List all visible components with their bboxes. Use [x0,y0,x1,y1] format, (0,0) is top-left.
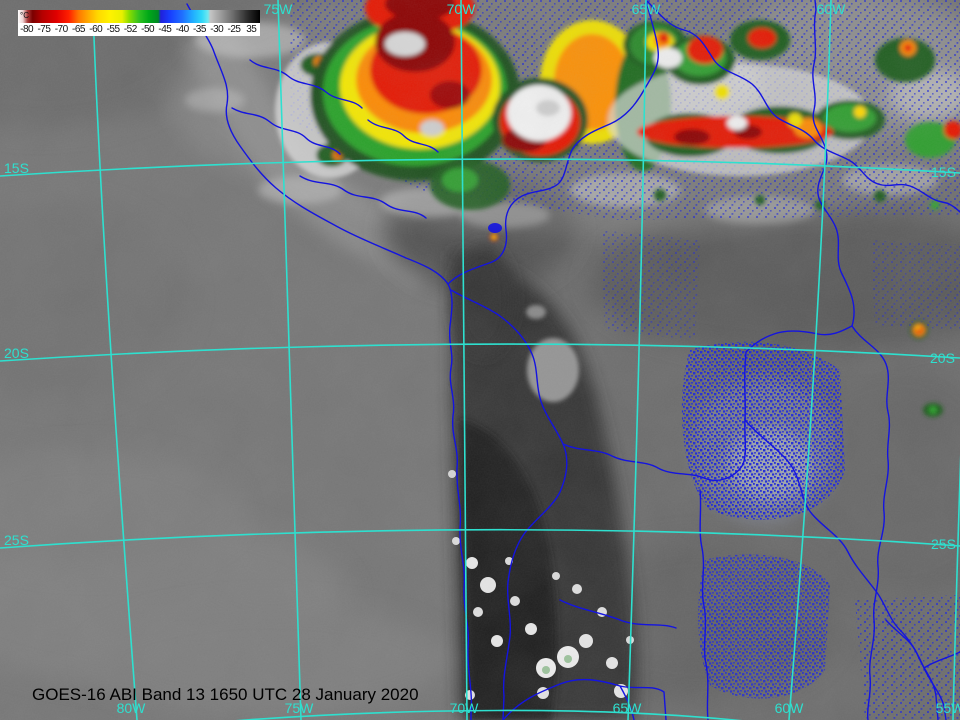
colorbar-tick: -80 [20,24,34,35]
colorbar-tick: -45 [158,24,172,35]
lon-label-bottom-60w: 60W [774,700,804,716]
image-caption: GOES-16 ABI Band 13 1650 UTC 28 January … [32,685,419,704]
colorbar-tick: -70 [54,24,68,35]
colorbar-tick: -52 [123,24,137,35]
colorbar-tick: -55 [106,24,120,35]
political-borders [186,0,960,720]
lat-label-left-20s: 20S [4,345,29,361]
lat-label-right-20s: 20S [930,350,955,366]
lon-label-bottom-65w: 65W [612,700,642,716]
lat-label-left-25s: 25S [4,532,29,548]
temperature-colorbar: °C -80 -75 -70 -65 -60 -55 -52 -50 -45 -… [18,10,260,36]
lat-label-right-25s: 25S [931,536,956,552]
colorbar-tick-row: -80 -75 -70 -65 -60 -55 -52 -50 -45 -40 … [18,23,260,36]
colorbar-unit-label: °C [20,11,29,20]
lon-label-bottom-75w: 75W [284,700,314,716]
lon-label-top-60w: 60W [816,1,846,17]
lat-label-left-15s: 15S [4,160,29,176]
colorbar-tick: -30 [210,24,224,35]
lon-label-top-75w: 75W [263,1,293,17]
lon-label-top-70w: 70W [446,1,476,17]
colorbar-tick: -75 [37,24,51,35]
lon-label-top-65w: 65W [631,1,661,17]
colorbar-tick: 35 [246,24,257,35]
colorbar-tick: -40 [175,24,189,35]
lon-label-bottom-70w: 70W [449,700,479,716]
colorbar-tick: -25 [227,24,241,35]
lon-label-bottom-55w: 55W [935,700,960,716]
lat-label-right-15s: 15S [931,164,956,180]
colorbar-tick: -65 [72,24,85,35]
lon-label-bottom-80w: 80W [116,700,146,716]
colorbar-tick: -50 [141,24,155,35]
colorbar-tick: -60 [89,24,103,35]
colorbar-gradient [18,10,260,23]
colorbar-tick: -35 [192,24,206,35]
